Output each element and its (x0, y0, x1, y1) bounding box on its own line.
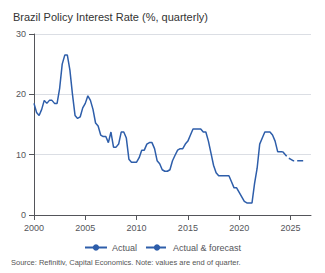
svg-text:Actual & forecast: Actual & forecast (173, 243, 242, 253)
svg-text:2005: 2005 (75, 223, 95, 233)
svg-text:Source: Refinitiv, Capital Eco: Source: Refinitiv, Capital Economics. No… (11, 258, 241, 267)
svg-text:Actual: Actual (112, 243, 137, 253)
svg-text:2025: 2025 (280, 223, 300, 233)
svg-text:10: 10 (16, 150, 26, 160)
svg-text:2020: 2020 (229, 223, 249, 233)
svg-text:0: 0 (21, 210, 26, 220)
svg-text:20: 20 (16, 89, 26, 99)
svg-text:30: 30 (16, 29, 26, 39)
svg-text:2010: 2010 (127, 223, 147, 233)
svg-text:Brazil Policy Interest Rate (%: Brazil Policy Interest Rate (%, quarterl… (13, 11, 208, 23)
svg-text:2000: 2000 (24, 223, 44, 233)
svg-text:2015: 2015 (178, 223, 198, 233)
